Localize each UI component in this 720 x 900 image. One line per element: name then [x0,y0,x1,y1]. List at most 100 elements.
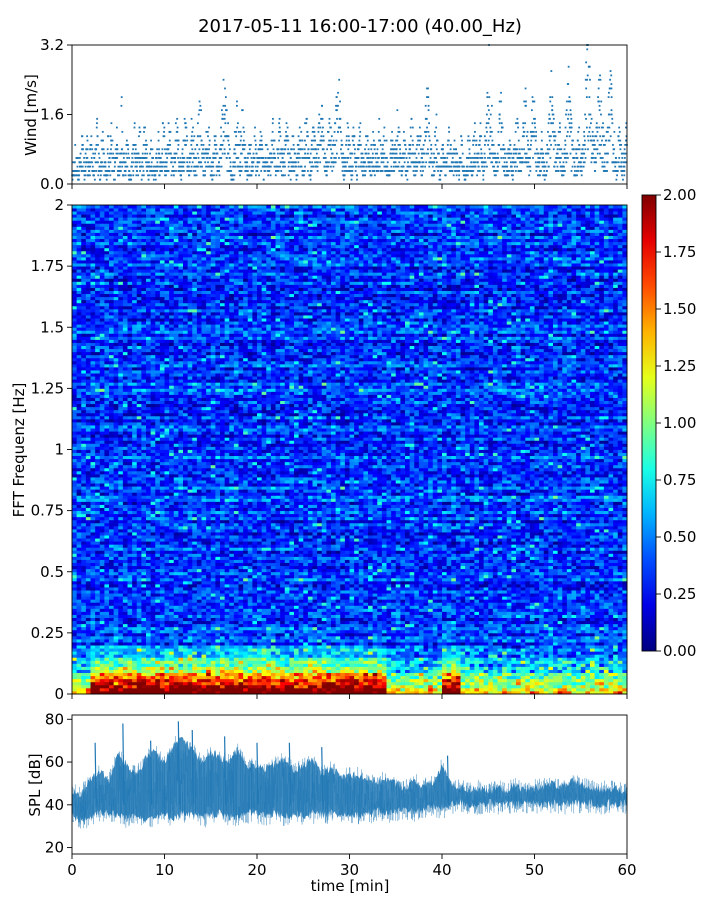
spectrogram-cell [336,645,341,648]
spectrogram-cell [595,645,600,648]
wind-point [571,140,573,142]
spectrogram-cell [507,688,512,691]
wind-point [398,170,400,172]
spectrogram-cell [183,642,188,645]
wind-point [180,179,182,181]
spectrogram-cell [252,657,257,660]
spectrogram-cell [618,676,623,679]
wind-point [568,66,570,68]
spectrogram-cell [123,636,128,639]
spectrogram-cell [465,676,470,679]
wind-point [437,170,439,172]
spectrogram-cell [326,663,331,666]
spectrogram-cell [562,670,567,673]
wind-point [234,148,236,150]
wind-point [155,179,157,181]
spectrogram-cell [248,663,253,666]
spectrogram-cell [442,670,447,673]
wind-point [550,70,552,72]
spectrogram-cell [516,682,521,685]
spectrogram-cell [160,654,165,657]
spectrogram-cell [474,670,479,673]
wind-point [419,161,421,163]
spectrogram-cell [433,636,438,639]
wind-point [474,122,476,124]
spectrogram-cell [317,688,322,691]
spectrogram-cell [91,645,96,648]
wind-point [409,153,411,155]
wind-point [320,127,322,129]
spectrogram-cell [447,679,452,682]
wind-point [563,166,565,168]
spectrogram-cell [141,639,146,642]
spectrogram-cell [521,676,526,679]
spectrogram-cell [276,642,281,645]
spectrogram-cell [252,670,257,673]
spectrogram-cell [234,654,239,657]
wind-point [504,148,506,150]
spectrogram-cell [516,670,521,673]
spectrogram-cell [174,651,179,654]
spectrogram-cell [188,651,193,654]
spectrogram-cell [419,657,424,660]
wind-point [471,166,473,168]
wind-point [394,153,396,155]
spectrogram-cell [479,642,484,645]
spectrogram-cell [387,673,392,676]
spectrogram-cell [169,654,174,657]
wind-point [464,170,466,172]
wind-point [602,122,604,124]
spectrogram-cell [95,685,100,688]
spectrogram-cell [419,682,424,685]
spectrogram-cell [447,663,452,666]
spectrogram-cell [511,636,516,639]
wind-point [534,118,536,120]
wind-point [392,140,394,142]
spectrogram-cell [340,666,345,669]
spectrogram-cell [562,663,567,666]
spectrogram-cell [206,663,211,666]
spectrogram-cell [581,639,586,642]
wind-point [396,148,398,150]
spectrogram-cell [317,676,322,679]
spectrogram-cell [535,673,540,676]
spectrogram-cell [585,685,590,688]
spectrogram-cell [197,673,202,676]
wind-point [433,161,435,163]
wind-point [473,135,475,137]
spectrogram-cell [100,679,105,682]
wind-point [237,122,239,124]
spectrogram-cell [118,663,123,666]
wind-point [158,140,160,142]
spectrogram-cell [609,657,614,660]
spectrogram-cell [174,645,179,648]
wind-point [376,153,378,155]
wind-point [182,166,184,168]
spectrogram-cell [211,682,216,685]
wind-point [287,135,289,137]
spectrogram-cell [137,636,142,639]
wind-point [396,153,398,155]
spectrogram-cell [414,676,419,679]
spectrogram-cell [211,642,216,645]
wind-point [410,144,412,146]
spectrogram-cell [521,642,526,645]
spectrogram-cell [507,645,512,648]
spectrogram-cell [252,648,257,651]
wind-point [145,140,147,142]
spectrogram-cell [118,660,123,663]
spectrogram-cell [525,657,530,660]
spectrogram-cell [132,676,137,679]
spectrogram-cell [502,676,507,679]
wind-point [116,157,118,159]
spectrogram-cell [424,679,429,682]
spectrogram-cell [188,688,193,691]
wind-point [518,140,520,142]
spectrogram-cell [331,685,336,688]
spectrogram-cell [132,673,137,676]
spectrogram-cell [368,688,373,691]
wind-point [541,148,543,150]
wind-point [200,161,202,163]
wind-point [624,166,626,168]
wind-point [222,153,224,155]
